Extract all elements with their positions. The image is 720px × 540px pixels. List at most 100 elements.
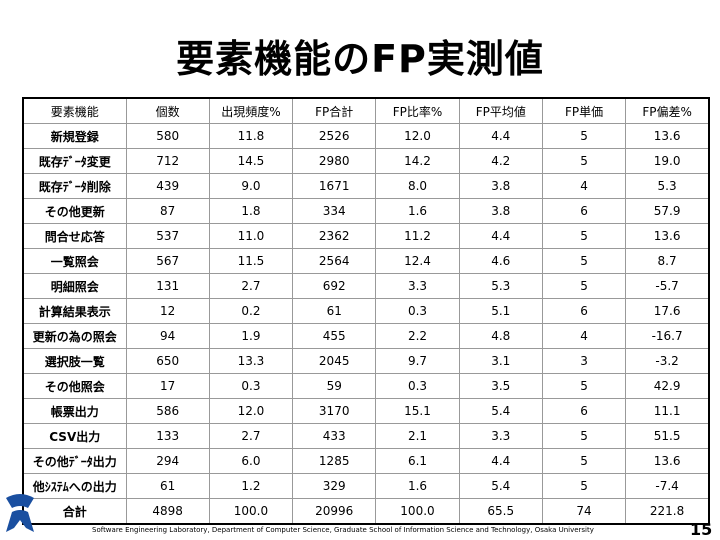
row-label: 更新の為の照会: [22, 323, 127, 349]
cell: 11.8: [208, 123, 294, 149]
cell: 65.5: [458, 498, 543, 525]
cell: FP比率%: [375, 97, 460, 124]
cell: 2526: [292, 123, 377, 149]
cell: 12.4: [375, 248, 460, 274]
table-row: その他照会 17 0.3 59 0.3 3.5 5 42.9: [22, 373, 710, 399]
cell: 4: [541, 173, 627, 199]
cell: 6: [541, 298, 627, 324]
cell: 0.2: [208, 298, 294, 324]
cell: 4.4: [458, 223, 543, 249]
cell: 433: [292, 423, 377, 449]
cell: 4.4: [458, 448, 543, 474]
cell: 11.5: [208, 248, 294, 274]
row-label: 他ｼｽﾃﾑへの出力: [22, 473, 127, 499]
fp-table: 要素機能 個数 出現頻度% FP合計 FP比率% FP平均値 FP単価 FP偏差% 新規登録 58…: [22, 97, 710, 525]
row-label: その他ﾃﾞｰﾀ出力: [22, 448, 127, 474]
cell: 650: [125, 348, 210, 374]
cell: 13.6: [625, 123, 710, 149]
cell: 0.3: [375, 298, 460, 324]
cell: 17: [125, 373, 210, 399]
row-label: 選択肢一覧: [22, 348, 127, 374]
cell: 20996: [292, 498, 377, 525]
cell: 3: [541, 348, 627, 374]
cell: 4.6: [458, 248, 543, 274]
cell: 221.8: [625, 498, 710, 525]
cell: 61: [125, 473, 210, 499]
cell: 712: [125, 148, 210, 174]
table-row: その他更新 87 1.8 334 1.6 3.8 6 57.9: [22, 198, 710, 224]
cell: 2.7: [208, 273, 294, 299]
cell: 2045: [292, 348, 377, 374]
cell: 5.1: [458, 298, 543, 324]
cell: 8.7: [625, 248, 710, 274]
cell: FP合計: [292, 97, 377, 124]
cell: 5: [541, 148, 627, 174]
row-label: 一覧照会: [22, 248, 127, 274]
cell: 5: [541, 248, 627, 274]
cell: 12: [125, 298, 210, 324]
cell: 6: [541, 198, 627, 224]
table-row: 帳票出力 586 12.0 3170 15.1 5.4 6 11.1: [22, 398, 710, 424]
cell: 4.2: [458, 148, 543, 174]
cell: 13.6: [625, 223, 710, 249]
cell: 4898: [125, 498, 210, 525]
cell: FP単価: [541, 97, 627, 124]
cell: 74: [541, 498, 627, 525]
cell: 12.0: [208, 398, 294, 424]
cell: 4.8: [458, 323, 543, 349]
cell: 8.0: [375, 173, 460, 199]
cell: 5: [541, 423, 627, 449]
cell: 1.6: [375, 198, 460, 224]
row-label: 明細照会: [22, 273, 127, 299]
cell: 4.4: [458, 123, 543, 149]
table-row: 計算結果表示 12 0.2 61 0.3 5.1 6 17.6: [22, 298, 710, 324]
row-label: その他照会: [22, 373, 127, 399]
cell: 19.0: [625, 148, 710, 174]
cell: 3.1: [458, 348, 543, 374]
cell: 15.1: [375, 398, 460, 424]
cell: 133: [125, 423, 210, 449]
cell: 出現頻度%: [208, 97, 294, 124]
cell: 13.6: [625, 448, 710, 474]
cell: 1.8: [208, 198, 294, 224]
footer: Software Engineering Laboratory, Departm…: [92, 526, 594, 534]
row-label: 問合せ応答: [22, 223, 127, 249]
table-row: 一覧照会 567 11.5 2564 12.4 4.6 5 8.7: [22, 248, 710, 274]
cell: 5.4: [458, 473, 543, 499]
cell: 100.0: [208, 498, 294, 525]
cell: 5.3: [625, 173, 710, 199]
table-row: 他ｼｽﾃﾑへの出力 61 1.2 329 1.6 5.4 5 -7.4: [22, 473, 710, 499]
table-row: 更新の為の照会 94 1.9 455 2.2 4.8 4 -16.7: [22, 323, 710, 349]
cell: 2.1: [375, 423, 460, 449]
cell: 5: [541, 273, 627, 299]
cell: 12.0: [375, 123, 460, 149]
cell: 17.6: [625, 298, 710, 324]
cell: 1.9: [208, 323, 294, 349]
cell: 51.5: [625, 423, 710, 449]
logo: [6, 494, 34, 532]
cell: 0.3: [375, 373, 460, 399]
cell: 87: [125, 198, 210, 224]
cell: 294: [125, 448, 210, 474]
cell: -7.4: [625, 473, 710, 499]
table-row: 新規登録 580 11.8 2526 12.0 4.4 5 13.6: [22, 123, 710, 149]
slide-title: 要素機能のFP実測値: [176, 37, 544, 81]
cell: 6.0: [208, 448, 294, 474]
cell: 3.3: [458, 423, 543, 449]
table-row: 既存ﾃﾞｰﾀ削除 439 9.0 1671 8.0 3.8 4 5.3: [22, 173, 710, 199]
cell: 329: [292, 473, 377, 499]
cell: 567: [125, 248, 210, 274]
cell: -5.7: [625, 273, 710, 299]
cell: 4: [541, 323, 627, 349]
cell: 14.2: [375, 148, 460, 174]
table-row: 問合せ応答 537 11.0 2362 11.2 4.4 5 13.6: [22, 223, 710, 249]
cell: 580: [125, 123, 210, 149]
row-label: 計算結果表示: [22, 298, 127, 324]
row-label: 既存ﾃﾞｰﾀ変更: [22, 148, 127, 174]
cell: 692: [292, 273, 377, 299]
row-label: 要素機能: [22, 97, 127, 124]
row-label: 帳票出力: [22, 398, 127, 424]
cell: 334: [292, 198, 377, 224]
cell: 0.3: [208, 373, 294, 399]
